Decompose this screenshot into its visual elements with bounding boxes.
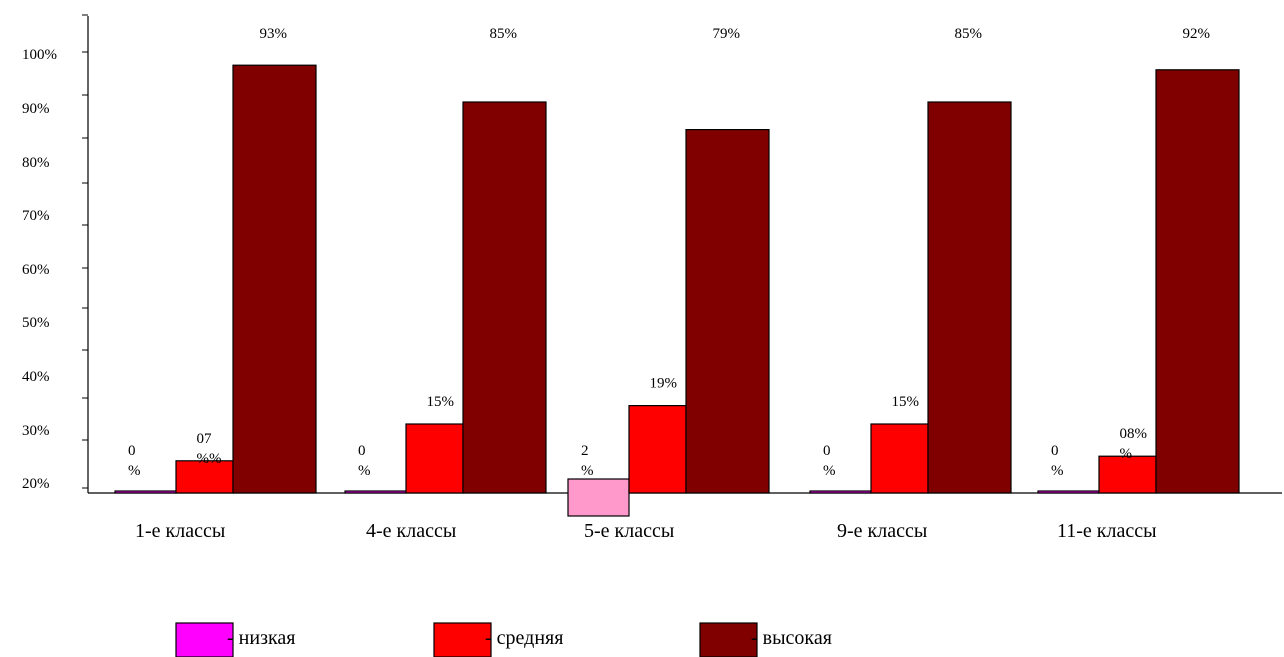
data-label: 2 [581, 443, 589, 459]
data-labels: 0% 07%% 93% 0% 15% 85% 2% 19% 79% 0% 15% 85% 0% 08%% 9… [128, 26, 1210, 479]
bar-0-2 [567, 478, 630, 517]
y-tick-label: 40% [22, 369, 50, 385]
data-label: % [1120, 446, 1133, 462]
y-tick-label: 90% [22, 101, 50, 117]
data-label: % [358, 463, 371, 479]
data-label: 0 [128, 443, 136, 459]
bar-1-2 [628, 405, 687, 494]
legend-swatch-1 [433, 622, 492, 657]
data-label: 85% [955, 26, 983, 42]
legend-label-1: - средняя [485, 627, 563, 649]
bar-0-3 [809, 490, 872, 494]
bar-0-4 [1037, 490, 1100, 494]
data-label: % [581, 463, 594, 479]
bar-2-1 [462, 101, 547, 494]
bar-2-2 [685, 129, 770, 494]
chart-bars [114, 64, 1240, 517]
y-axis-ticks: 20% 30% 40% 50% 60% 70% 80% 90% 100% [22, 14, 88, 492]
y-tick-label: 30% [22, 423, 50, 439]
chart-legend: - низкая - средняя - высокая [175, 622, 832, 657]
data-label: 79% [713, 26, 741, 42]
bar-1-1 [405, 423, 464, 494]
y-tick-label: 60% [22, 262, 50, 278]
data-label: %% [197, 451, 222, 467]
legend-label-0: - низкая [227, 627, 295, 649]
bar-2-4 [1155, 69, 1240, 494]
y-tick-label: 50% [22, 315, 50, 331]
y-tick-label: 100% [22, 47, 57, 63]
data-label: 0 [823, 443, 831, 459]
legend-swatch-2 [699, 622, 758, 657]
bar-1-3 [870, 423, 929, 494]
x-tick-label: 1-е классы [135, 520, 225, 542]
x-tick-label: 11-е классы [1057, 520, 1157, 542]
data-label: % [823, 463, 836, 479]
legend-label-2: - высокая [751, 627, 832, 649]
bar-0-0 [114, 490, 177, 494]
y-tick-label: 70% [22, 208, 50, 224]
data-label: 0 [358, 443, 366, 459]
data-label: 15% [892, 394, 920, 410]
legend-swatch-0 [175, 622, 234, 657]
data-label: 85% [490, 26, 518, 42]
x-tick-label: 9-е классы [837, 520, 927, 542]
x-tick-label: 4-е классы [366, 520, 456, 542]
data-label: 93% [260, 26, 288, 42]
data-label: 07 [197, 431, 213, 447]
y-tick-label: 20% [22, 476, 50, 492]
data-label: % [1051, 463, 1064, 479]
bar-0-1 [344, 490, 407, 494]
data-label: % [128, 463, 141, 479]
data-label: 15% [427, 394, 455, 410]
data-label: 08% [1120, 426, 1148, 442]
data-label: 19% [650, 376, 678, 392]
data-label: 92% [1183, 26, 1211, 42]
bar-2-3 [927, 101, 1012, 494]
bar-2-0 [232, 64, 317, 494]
data-label: 0 [1051, 443, 1059, 459]
x-axis-labels: 1-е классы 4-е классы 5-е классы 9-е классы… [135, 520, 1157, 542]
x-tick-label: 5-е классы [584, 520, 674, 542]
y-tick-label: 80% [22, 155, 50, 171]
